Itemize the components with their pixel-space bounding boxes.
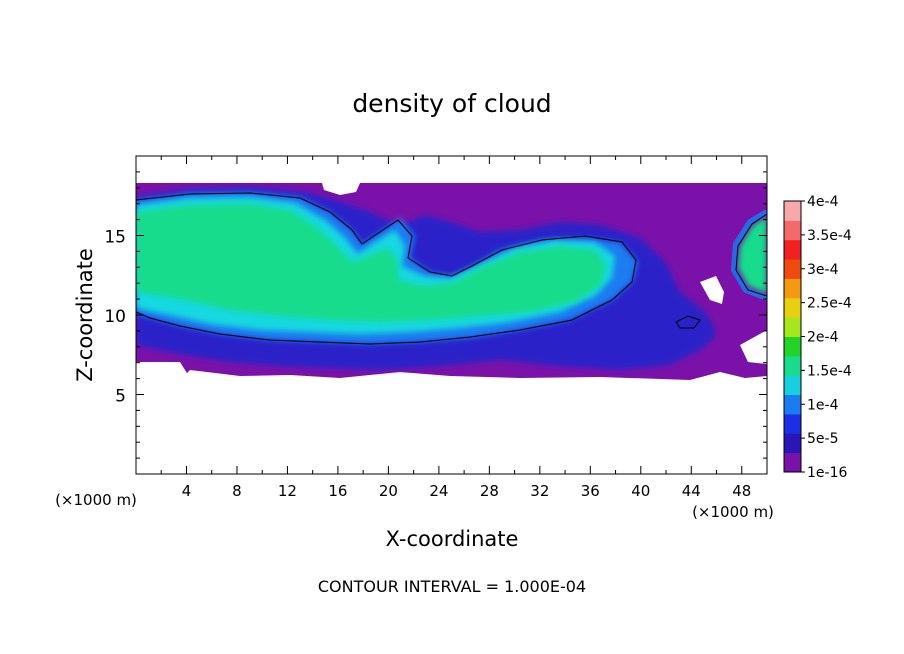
x-tick-label: 24	[429, 482, 448, 500]
contour-interval-note: CONTOUR INTERVAL = 1.000E-04	[318, 577, 586, 596]
colorbar-swatch	[784, 201, 801, 221]
colorbar-label: 2.5e-4	[807, 296, 852, 312]
colorbar-label: 1e-16	[807, 465, 847, 481]
colorbar-swatch	[784, 239, 801, 260]
colorbar: 1e-16 5e-5 1e-4 1.5e-4 2e-4 2.5e-4 3e-4 3.5e-4 4…	[783, 194, 852, 481]
colorbar-swatch	[784, 413, 801, 434]
chart-title: density of cloud	[352, 89, 551, 118]
y-axis-unit: (×1000 m)	[55, 491, 137, 509]
x-axis-label: X-coordinate	[386, 527, 519, 551]
colorbar-label: 1e-4	[807, 397, 839, 413]
x-tick-label: 40	[631, 482, 650, 500]
colorbar-swatch	[784, 220, 801, 241]
x-tick-label: 36	[581, 482, 600, 500]
x-tick-label: 4	[182, 482, 192, 500]
y-axis-label: Z-coordinate	[73, 248, 97, 382]
colorbar-label: 3.5e-4	[807, 228, 852, 244]
y-axis: 5 10 15	[104, 171, 767, 459]
colorbar-label: 3e-4	[807, 262, 839, 278]
density-field	[136, 183, 767, 380]
x-tick-label: 44	[682, 482, 701, 500]
x-tick-label: 12	[278, 482, 297, 500]
contour-eddy	[675, 315, 701, 329]
x-axis-unit: (×1000 m)	[692, 503, 774, 521]
colorbar-swatch	[784, 297, 801, 318]
x-tick-label: 48	[732, 482, 751, 500]
colorbar-swatch	[784, 394, 801, 415]
contour-1e-4	[136, 192, 637, 345]
colorbar-label: 2e-4	[807, 330, 839, 346]
x-tick-label: 20	[379, 482, 398, 500]
field-level-2e-4	[136, 204, 606, 322]
colorbar-swatch	[784, 452, 801, 473]
colorbar-swatch	[784, 278, 801, 299]
colorbar-label: 1.5e-4	[807, 363, 852, 379]
colorbar-swatch	[784, 355, 801, 376]
x-tick-label: 32	[530, 482, 549, 500]
x-tick-label: 28	[480, 482, 499, 500]
colorbar-swatch	[784, 317, 801, 337]
colorbar-label: 5e-5	[807, 431, 838, 447]
x-tick-label: 16	[328, 482, 347, 500]
field-gap-top	[322, 183, 360, 195]
colorbar-label: 4e-4	[807, 194, 839, 210]
x-axis: 4 8 12 16 20 24 28 32 36 40 44 48	[160, 156, 751, 500]
contour-1e-4-right	[735, 213, 767, 297]
y-tick-label: 10	[104, 307, 126, 327]
colorbar-swatch	[784, 336, 801, 357]
y-tick-label: 15	[104, 228, 126, 248]
y-tick-label: 5	[115, 387, 126, 407]
colorbar-swatch	[784, 375, 801, 396]
colorbar-swatch	[784, 259, 801, 279]
x-tick-label: 8	[232, 482, 242, 500]
colorbar-swatch	[784, 433, 801, 454]
field-right-fragment-edge	[730, 209, 767, 301]
field-gap-right	[700, 276, 724, 304]
field-gap-bottom-left	[136, 362, 190, 378]
